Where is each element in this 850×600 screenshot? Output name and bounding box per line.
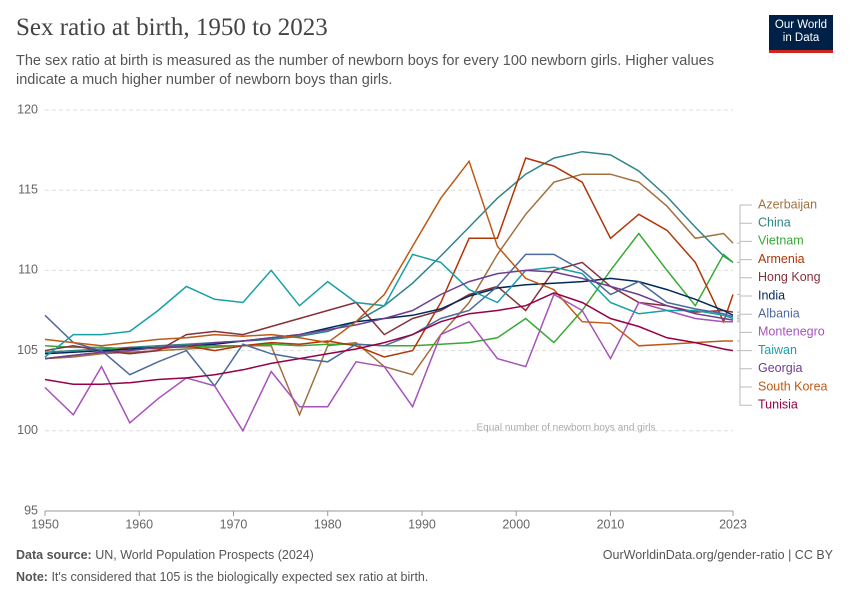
series-line	[44, 269, 734, 360]
series-line	[44, 293, 733, 433]
series-line	[44, 253, 734, 358]
y-tick-label: 105	[17, 343, 38, 357]
logo[interactable]: Our World in Data	[769, 15, 833, 53]
chart: 95 100 105 110 115 120 1950 1960 1970 1980 1990 200…	[17, 102, 828, 531]
series-line	[44, 253, 734, 388]
series-line	[44, 159, 733, 347]
legend-label: Vietnam	[758, 234, 804, 248]
x-tick-label: 1950	[31, 517, 59, 531]
source-label: Data source:	[16, 548, 92, 562]
legend-label: Armenia	[758, 252, 805, 266]
legend-label: Georgia	[758, 361, 803, 375]
y-tick-label: 115	[18, 182, 38, 196]
label-connector	[737, 259, 752, 295]
source: Data source: UN, World Population Prospe…	[16, 548, 314, 562]
x-tick-label: 2000	[502, 517, 530, 531]
label-connector	[737, 321, 752, 333]
x-tick-label: 1990	[408, 517, 436, 531]
legend-label: Albania	[758, 306, 800, 320]
legend-label: Azerbaijan	[758, 197, 817, 211]
y-tick-label: 110	[18, 263, 38, 277]
legend-label: India	[758, 288, 785, 302]
url[interactable]: OurWorldinData.org/gender-ratio | CC BY	[602, 548, 833, 562]
chart-title: Sex ratio at birth, 1950 to 2023	[16, 14, 328, 41]
y-tick-label: 100	[17, 423, 38, 437]
label-connector	[737, 204, 752, 244]
x-tick-label: 2010	[597, 517, 625, 531]
label-connector	[737, 295, 752, 316]
series-line	[44, 150, 734, 353]
series-line	[44, 173, 734, 417]
label-connector	[737, 313, 752, 318]
note-text: It's considered that 105 is the biologic…	[51, 570, 429, 584]
legend-label: Hong Kong	[758, 270, 821, 284]
chart-subtitle: The sex ratio at birth is measured as th…	[16, 53, 714, 88]
x-tick-label: 1970	[220, 517, 248, 531]
legend-label: Montenegro	[758, 325, 825, 339]
series-line	[44, 157, 734, 360]
y-tick-label: 120	[17, 102, 38, 116]
series-line	[44, 277, 734, 355]
label-connector	[737, 350, 752, 406]
annotation: Equal number of newborn boys and girls	[477, 422, 656, 433]
label-connector	[737, 340, 752, 388]
label-connector	[737, 240, 752, 263]
label-connector	[737, 277, 752, 313]
series-line	[44, 261, 734, 355]
note-label: Note:	[16, 570, 48, 584]
series-line	[44, 292, 734, 386]
legend-label: Taiwan	[758, 343, 797, 357]
x-tick-label: 1960	[125, 517, 153, 531]
note: Note: It's considered that 105 is the bi…	[16, 570, 428, 584]
x-tick-label: 1980	[314, 517, 342, 531]
source-text: UN, World Population Prospects (2024)	[95, 548, 314, 562]
label-connector	[737, 319, 752, 370]
y-tick-label: 95	[24, 503, 38, 517]
label-connector	[737, 318, 752, 352]
legend-label: South Korea	[758, 379, 828, 393]
legend-label: Tunisia	[758, 397, 798, 411]
legend-label: China	[758, 215, 791, 229]
x-tick-label: 2023	[719, 517, 747, 531]
